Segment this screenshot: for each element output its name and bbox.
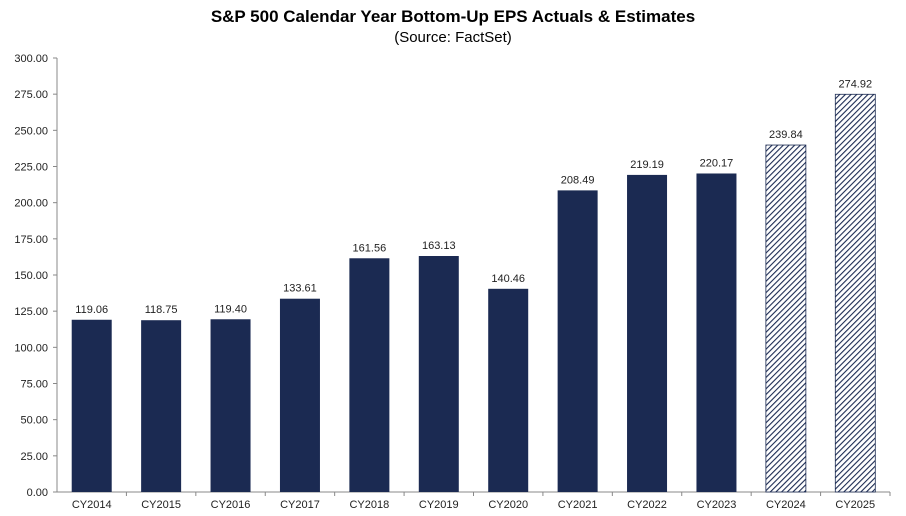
y-tick-label: 100.00 <box>14 342 48 354</box>
data-label: 119.06 <box>75 304 108 316</box>
chart-title: S&P 500 Calendar Year Bottom-Up EPS Actu… <box>210 7 696 26</box>
bar <box>557 190 598 492</box>
x-tick-label: CY2019 <box>419 499 459 511</box>
x-tick-label: CY2020 <box>488 499 528 511</box>
x-tick-label: CY2017 <box>280 499 320 511</box>
x-tick-label: CY2018 <box>349 499 389 511</box>
y-tick-label: 75.00 <box>20 379 48 391</box>
data-label: 163.13 <box>422 240 456 252</box>
x-tick-label: CY2023 <box>697 499 737 511</box>
y-tick-label: 25.00 <box>20 451 48 463</box>
data-label: 161.56 <box>353 242 387 254</box>
bar <box>488 288 529 492</box>
data-label: 118.75 <box>145 304 178 316</box>
y-tick-label: 125.00 <box>14 306 48 318</box>
x-tick-label: CY2016 <box>211 499 251 511</box>
y-tick-label: 200.00 <box>14 198 48 210</box>
x-tick-label: CY2015 <box>141 499 181 511</box>
y-tick-label: 175.00 <box>14 234 48 246</box>
data-label: 208.49 <box>561 174 595 186</box>
bars-group: 119.06 118.75 119.40 133.61 161.56 163.13 140.… <box>71 78 876 493</box>
data-label: 133.61 <box>283 283 317 295</box>
x-tick-label: CY2014 <box>72 499 112 511</box>
x-tick-label: CY2022 <box>627 499 667 511</box>
data-label: 274.92 <box>838 78 872 90</box>
y-tick-label: 300.00 <box>14 53 48 65</box>
y-tick-label: 0.00 <box>27 487 48 499</box>
bar <box>696 173 737 492</box>
bar <box>279 298 320 492</box>
x-tick-label: CY2021 <box>558 499 598 511</box>
y-tick-label: 50.00 <box>20 415 48 427</box>
data-label: 140.46 <box>491 273 525 285</box>
bar <box>627 174 668 492</box>
bar <box>418 256 459 492</box>
x-tick-label: CY2025 <box>835 499 875 511</box>
y-tick-label: 150.00 <box>14 270 48 282</box>
bar <box>141 320 182 492</box>
bar <box>210 319 251 492</box>
y-tick-label: 275.00 <box>14 89 48 101</box>
chart-subtitle: (Source: FactSet) <box>394 29 512 46</box>
bar <box>765 144 807 493</box>
x-tick-label: CY2024 <box>766 499 806 511</box>
bar <box>834 93 876 493</box>
y-tick-label: 250.00 <box>14 125 48 137</box>
bar <box>349 258 390 492</box>
y-tick-label: 225.00 <box>14 162 48 174</box>
data-label: 239.84 <box>769 129 803 141</box>
axes-group: 0.00 25.00 50.00 75.00 100.00 125.00 150.00 175… <box>14 53 891 511</box>
data-label: 119.40 <box>214 303 247 315</box>
data-label: 220.17 <box>700 157 734 169</box>
data-label: 219.19 <box>630 159 664 171</box>
bar <box>71 319 112 492</box>
